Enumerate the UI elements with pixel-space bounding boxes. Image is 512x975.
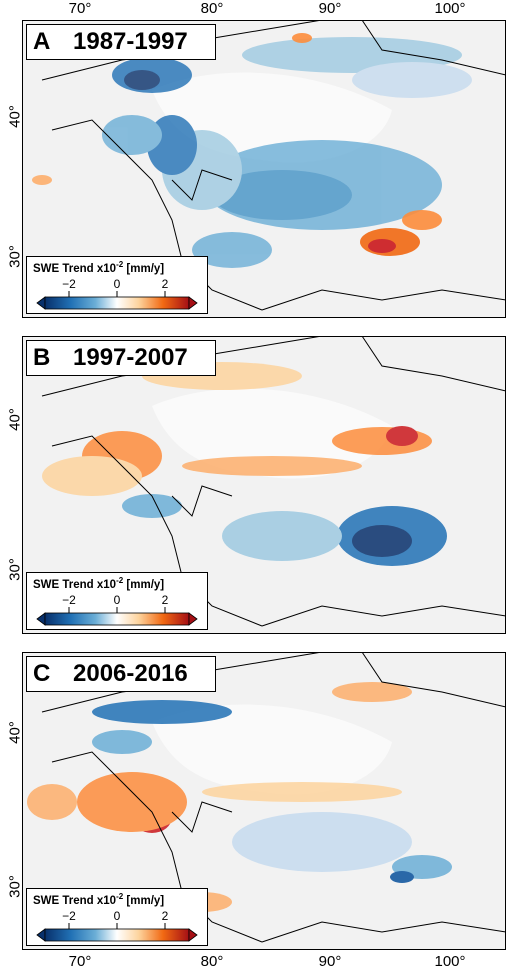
lon-label-70: 70° bbox=[68, 953, 92, 970]
lat-label-30: 30° bbox=[6, 245, 24, 268]
colorbar-tick-neg2: −2 bbox=[62, 593, 76, 607]
colorbar-tick-0: 0 bbox=[113, 593, 121, 607]
colorbar-tick-2: 2 bbox=[161, 277, 169, 291]
lon-label-100: 100° bbox=[434, 0, 466, 17]
color-legend: SWE Trend x10-2 [mm/y] −2 0 2 bbox=[26, 888, 208, 946]
lon-label-90: 90° bbox=[318, 953, 342, 970]
lat-label-30: 30° bbox=[6, 558, 24, 581]
colorbar bbox=[36, 923, 198, 942]
colorbar-tick-neg2: −2 bbox=[62, 909, 76, 923]
legend-title: SWE Trend x10-2 [mm/y] bbox=[33, 892, 165, 907]
map-panel-a: 40° 30° A 1987-1997 SWE Trend x10-2 [mm/… bbox=[7, 20, 506, 318]
colorbar bbox=[36, 607, 198, 626]
color-legend: SWE Trend x10-2 [mm/y] −2 0 2 bbox=[26, 256, 208, 314]
legend-title: SWE Trend x10-2 [mm/y] bbox=[33, 260, 165, 275]
map-panel-c: 40° 30° C 2006-2016 SWE Trend x10-2 [mm/… bbox=[7, 652, 506, 950]
panel-label-c: C 2006-2016 bbox=[26, 656, 216, 692]
map-a-canvas bbox=[22, 20, 506, 318]
panel-period: 1987-1997 bbox=[73, 28, 188, 55]
lon-label-80: 80° bbox=[200, 0, 224, 17]
colorbar-tick-2: 2 bbox=[161, 593, 169, 607]
lon-label-80: 80° bbox=[200, 953, 224, 970]
lat-label-40: 40° bbox=[6, 408, 24, 431]
colorbar-tick-0: 0 bbox=[113, 909, 121, 923]
color-legend: SWE Trend x10-2 [mm/y] −2 0 2 bbox=[26, 572, 208, 630]
map-panel-b: 40° 30° B 1997-2007 SWE Trend x10-2 [mm/… bbox=[7, 336, 506, 634]
lon-label-100: 100° bbox=[434, 953, 466, 970]
panel-label-a: A 1987-1997 bbox=[26, 24, 216, 60]
panel-letter: A bbox=[33, 28, 51, 55]
lat-label-40: 40° bbox=[6, 105, 24, 128]
colorbar-tick-0: 0 bbox=[113, 277, 121, 291]
panel-letter: B bbox=[33, 344, 51, 371]
legend-title: SWE Trend x10-2 [mm/y] bbox=[33, 576, 165, 591]
lat-label-30: 30° bbox=[6, 875, 24, 898]
colorbar-tick-2: 2 bbox=[161, 909, 169, 923]
colorbar-tick-neg2: −2 bbox=[62, 277, 76, 291]
lon-label-70: 70° bbox=[68, 0, 92, 17]
panel-label-b: B 1997-2007 bbox=[26, 340, 216, 376]
colorbar bbox=[36, 291, 198, 310]
panel-period: 2006-2016 bbox=[73, 660, 188, 687]
lon-label-90: 90° bbox=[318, 0, 342, 17]
lat-label-40: 40° bbox=[6, 721, 24, 744]
panel-period: 1997-2007 bbox=[73, 344, 188, 371]
panel-letter: C bbox=[33, 660, 51, 687]
